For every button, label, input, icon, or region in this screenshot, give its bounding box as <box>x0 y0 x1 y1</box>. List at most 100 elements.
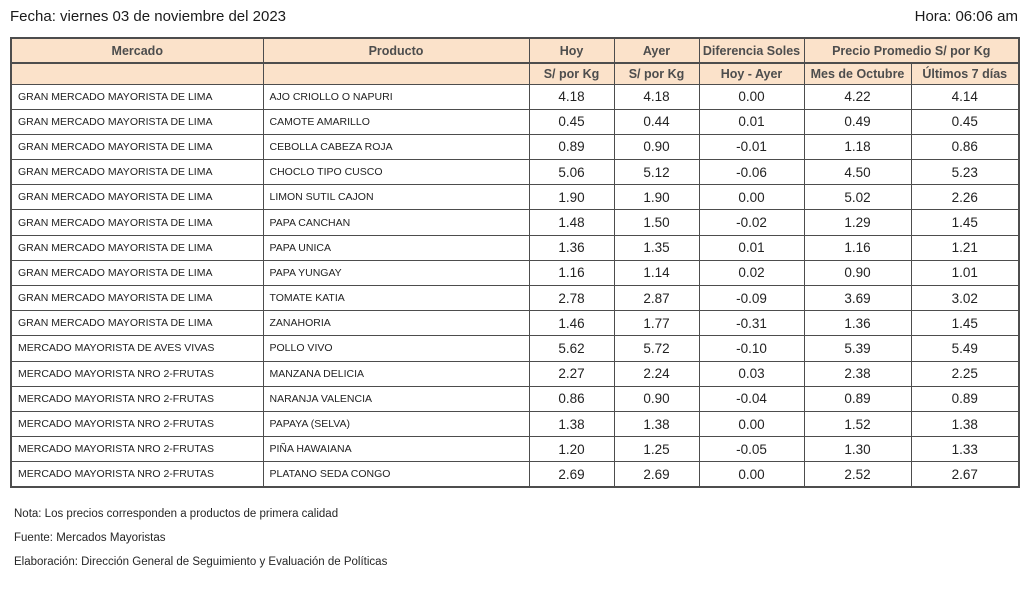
table-row: MERCADO MAYORISTA NRO 2-FRUTAS PLATANO SE… <box>10 461 1020 488</box>
table-row: MERCADO MAYORISTA NRO 2-FRUTAS NARANJA VA… <box>10 385 1020 412</box>
cell-ultimos-7-dias: 2.26 <box>910 184 1020 211</box>
cell-diferencia: 0.03 <box>698 360 805 387</box>
cell-hoy: 0.89 <box>528 133 615 161</box>
table-row: GRAN MERCADO MAYORISTA DE LIMA CEBOLLA CA… <box>10 133 1020 161</box>
cell-ayer: 0.90 <box>613 385 700 412</box>
col-subheader-mercado-empty <box>10 62 264 85</box>
cell-mercado: GRAN MERCADO MAYORISTA DE LIMA <box>10 259 264 287</box>
table-row: GRAN MERCADO MAYORISTA DE LIMA PAPA UNICA… <box>10 234 1020 261</box>
cell-hoy: 2.78 <box>528 284 615 312</box>
cell-hoy: 1.46 <box>528 310 615 337</box>
cell-mercado: MERCADO MAYORISTA NRO 2-FRUTAS <box>10 385 264 412</box>
note-fuente: Fuente: Mercados Mayoristas <box>14 532 166 544</box>
table-row: GRAN MERCADO MAYORISTA DE LIMA TOMATE KAT… <box>10 284 1020 312</box>
cell-producto: CHOCLO TIPO CUSCO <box>262 159 530 186</box>
cell-ultimos-7-dias: 1.21 <box>910 234 1020 261</box>
table-row: GRAN MERCADO MAYORISTA DE LIMA CHOCLO TIP… <box>10 159 1020 186</box>
cell-hoy: 1.20 <box>528 436 615 463</box>
cell-ayer: 1.90 <box>613 184 700 211</box>
cell-producto: TOMATE KATIA <box>262 284 530 312</box>
cell-mercado: GRAN MERCADO MAYORISTA DE LIMA <box>10 284 264 312</box>
cell-mes-octubre: 1.52 <box>803 410 912 438</box>
col-header-precio-promedio: Precio Promedio S/ por Kg <box>803 37 1020 64</box>
table-row: GRAN MERCADO MAYORISTA DE LIMA PAPA CANCH… <box>10 209 1020 236</box>
cell-ultimos-7-dias: 0.45 <box>910 108 1020 135</box>
footer-notes: Nota: Los precios corresponden a product… <box>14 508 1024 568</box>
cell-diferencia: -0.09 <box>698 284 805 312</box>
cell-producto: CEBOLLA CABEZA ROJA <box>262 133 530 161</box>
cell-ayer: 1.50 <box>613 209 700 236</box>
cell-mercado: GRAN MERCADO MAYORISTA DE LIMA <box>10 184 264 211</box>
cell-mercado: GRAN MERCADO MAYORISTA DE LIMA <box>10 234 264 261</box>
table-row: GRAN MERCADO MAYORISTA DE LIMA CAMOTE AMA… <box>10 108 1020 135</box>
col-subheader-producto-empty <box>262 62 530 85</box>
cell-mes-octubre: 2.38 <box>803 360 912 387</box>
cell-producto: ZANAHORIA <box>262 310 530 337</box>
cell-ayer: 2.87 <box>613 284 700 312</box>
cell-hoy: 2.69 <box>528 461 615 488</box>
cell-ayer: 4.18 <box>613 83 700 110</box>
cell-hoy: 1.90 <box>528 184 615 211</box>
cell-hoy: 1.38 <box>528 410 615 438</box>
cell-diferencia: -0.31 <box>698 310 805 337</box>
cell-hoy: 1.36 <box>528 234 615 261</box>
cell-ultimos-7-dias: 3.02 <box>910 284 1020 312</box>
cell-ayer: 1.35 <box>613 234 700 261</box>
cell-ultimos-7-dias: 1.45 <box>910 209 1020 236</box>
table-row: GRAN MERCADO MAYORISTA DE LIMA AJO CRIOLL… <box>10 83 1020 110</box>
col-subheader-ayer-unit: S/ por Kg <box>613 62 700 85</box>
cell-producto: POLLO VIVO <box>262 335 530 362</box>
col-subheader-mes-octubre: Mes de Octubre <box>803 62 912 85</box>
col-subheader-hoy-ayer: Hoy - Ayer <box>698 62 805 85</box>
cell-diferencia: 0.00 <box>698 83 805 110</box>
cell-ultimos-7-dias: 2.67 <box>910 461 1020 488</box>
cell-mes-octubre: 0.49 <box>803 108 912 135</box>
cell-ayer: 0.44 <box>613 108 700 135</box>
note-nota: Nota: Los precios corresponden a product… <box>14 508 339 520</box>
cell-diferencia: -0.06 <box>698 159 805 186</box>
cell-producto: PLATANO SEDA CONGO <box>262 461 530 488</box>
table-row: MERCADO MAYORISTA NRO 2-FRUTAS PAPAYA (SE… <box>10 410 1020 438</box>
cell-producto: LIMON SUTIL CAJON <box>262 184 530 211</box>
cell-ayer: 2.69 <box>613 461 700 488</box>
cell-mercado: MERCADO MAYORISTA NRO 2-FRUTAS <box>10 436 264 463</box>
cell-mercado: MERCADO MAYORISTA DE AVES VIVAS <box>10 335 264 362</box>
date-label: Fecha: viernes 03 de noviembre del 2023 <box>10 8 287 25</box>
cell-ultimos-7-dias: 1.45 <box>910 310 1020 337</box>
cell-ayer: 2.24 <box>613 360 700 387</box>
cell-ultimos-7-dias: 0.86 <box>910 133 1020 161</box>
cell-mes-octubre: 2.52 <box>803 461 912 488</box>
cell-diferencia: 0.00 <box>698 184 805 211</box>
table-body: GRAN MERCADO MAYORISTA DE LIMA AJO CRIOLL… <box>10 83 1020 488</box>
col-header-diferencia-soles: Diferencia Soles <box>698 37 805 64</box>
cell-hoy: 2.27 <box>528 360 615 387</box>
cell-ayer: 5.72 <box>613 335 700 362</box>
cell-hoy: 4.18 <box>528 83 615 110</box>
report-header-bar: Fecha: viernes 03 de noviembre del 2023 … <box>10 0 1018 25</box>
cell-hoy: 1.48 <box>528 209 615 236</box>
cell-mes-octubre: 1.16 <box>803 234 912 261</box>
cell-producto: NARANJA VALENCIA <box>262 385 530 412</box>
cell-mes-octubre: 4.50 <box>803 159 912 186</box>
cell-mes-octubre: 4.22 <box>803 83 912 110</box>
cell-ayer: 1.77 <box>613 310 700 337</box>
cell-ultimos-7-dias: 0.89 <box>910 385 1020 412</box>
cell-ultimos-7-dias: 5.49 <box>910 335 1020 362</box>
cell-producto: PAPA CANCHAN <box>262 209 530 236</box>
cell-ayer: 0.90 <box>613 133 700 161</box>
cell-diferencia: -0.10 <box>698 335 805 362</box>
cell-mes-octubre: 0.90 <box>803 259 912 287</box>
cell-diferencia: -0.04 <box>698 385 805 412</box>
cell-ultimos-7-dias: 2.25 <box>910 360 1020 387</box>
cell-ayer: 1.25 <box>613 436 700 463</box>
cell-diferencia: -0.01 <box>698 133 805 161</box>
col-header-ayer: Ayer <box>613 37 700 64</box>
cell-producto: PIÑA HAWAIANA <box>262 436 530 463</box>
cell-hoy: 1.16 <box>528 259 615 287</box>
col-header-mercado: Mercado <box>10 37 264 64</box>
cell-mercado: GRAN MERCADO MAYORISTA DE LIMA <box>10 209 264 236</box>
cell-producto: PAPA YUNGAY <box>262 259 530 287</box>
cell-diferencia: 0.01 <box>698 234 805 261</box>
col-header-hoy: Hoy <box>528 37 615 64</box>
header-row-1: Mercado Producto Hoy Ayer Diferencia Sol… <box>10 37 1020 64</box>
